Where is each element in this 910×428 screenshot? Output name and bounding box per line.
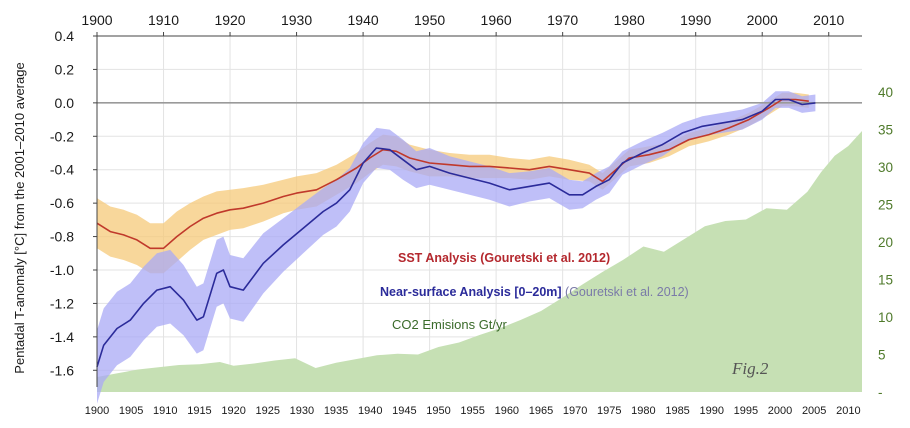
top-axis-tick-label: 1910 [148,12,179,28]
bottom-axis-tick-label: 1900 [85,405,109,417]
right-axis-tick-label: 30 [878,160,893,175]
bottom-axis-tick-label: 1965 [529,405,553,417]
bottom-axis-tick-label: 1905 [119,405,143,417]
top-axis-tick-label: 1990 [680,12,711,28]
left-axis-tick-label: -0.2 [50,128,74,144]
right-axis-tick-label: 20 [878,235,893,250]
legend-sst-label: SST Analysis (Gouretski et al. 2012) [398,251,610,265]
right-axis-tick-label: 25 [878,198,893,213]
near-surface-analysis-line [96,98,816,368]
left-axis-tick-label: -0.6 [50,195,74,211]
bottom-axis-tick-label: 1990 [699,405,723,417]
legend-near-surface-ref: (Gouretski et al. 2012) [562,285,689,299]
left-axis-tick-label: -1.4 [50,329,74,345]
top-axis-tick-label: 1980 [614,12,645,28]
left-axis-tick-label: 0.2 [55,61,75,77]
bottom-axis-tick-label: 2000 [768,405,792,417]
legend-near-surface-label: Near-surface Analysis [0–20m] (Gouretski… [380,285,689,299]
right-axis-tick-label: - [878,385,883,400]
y-axis-title: Pentadal T-anomaly [°C] from the 2001–20… [12,62,27,373]
bottom-axis-tick-label: 1930 [290,405,314,417]
bottom-axis-tick-label: 1970 [563,405,587,417]
legend-co2-label: CO2 Emisions Gt/yr [392,317,508,332]
bottom-axis-tick-label: 2010 [836,405,860,417]
right-axis-tick-label: 15 [878,273,893,288]
sst-analysis-line [96,98,809,250]
bottom-axis-tick-label: 1910 [153,405,177,417]
top-axis-tick-label: 1920 [214,12,245,28]
bottom-axis-tick-label: 1920 [221,405,245,417]
co2-emissions-area [97,131,862,392]
top-axis-tick-label: 2000 [747,12,778,28]
left-axis-tick-label: -1.0 [50,262,74,278]
right-axis-tick-label: 5 [878,348,886,363]
bottom-axis-tick-label: 1915 [187,405,211,417]
bottom-axis-tick-label: 1960 [495,405,519,417]
top-axis-tick-label: 1960 [481,12,512,28]
axes: 1900 1910 1920 1930 1940 1950 1960 1970 1980 1990… [50,12,893,417]
bottom-axis-tick-label: 1950 [426,405,450,417]
top-axis-tick-label: 1900 [81,12,112,28]
left-axis-tick-label: -0.4 [50,162,74,178]
left-axis-tick-label: -1.2 [50,295,74,311]
top-axis-tick-label: 2010 [813,12,844,28]
bottom-axis-tick-label: 2005 [802,405,826,417]
bottom-axis-tick-label: 1995 [734,405,758,417]
left-axis-tick-label: -0.8 [50,229,74,245]
bottom-axis-tick-label: 1945 [392,405,416,417]
right-axis-tick-label: 35 [878,123,893,138]
bottom-axis-tick-label: 1935 [324,405,348,417]
bottom-axis-tick-label: 1955 [460,405,484,417]
co2-area-layer [97,131,862,392]
left-axis-tick-label: -1.6 [50,362,74,378]
left-axis-tick-label: 0.0 [55,95,75,111]
figure-label: Fig.2 [731,359,769,378]
legend-near-surface-main: Near-surface Analysis [0–20m] [380,285,562,299]
top-axis-tick-label: 1970 [547,12,578,28]
bottom-axis-tick-label: 1940 [358,405,382,417]
bottom-axis-tick-label: 1980 [631,405,655,417]
right-axis-tick-label: 10 [878,310,893,325]
bottom-axis-tick-label: 1985 [665,405,689,417]
left-axis-tick-label: 0.4 [55,28,75,44]
right-axis-tick-label: 40 [878,85,893,100]
top-axis-tick-label: 1950 [414,12,445,28]
top-axis-tick-label: 1940 [348,12,379,28]
top-axis-tick-label: 1930 [281,12,312,28]
bottom-axis-tick-label: 1975 [597,405,621,417]
bottom-axis-tick-label: 1925 [256,405,280,417]
series-lines [96,98,862,368]
